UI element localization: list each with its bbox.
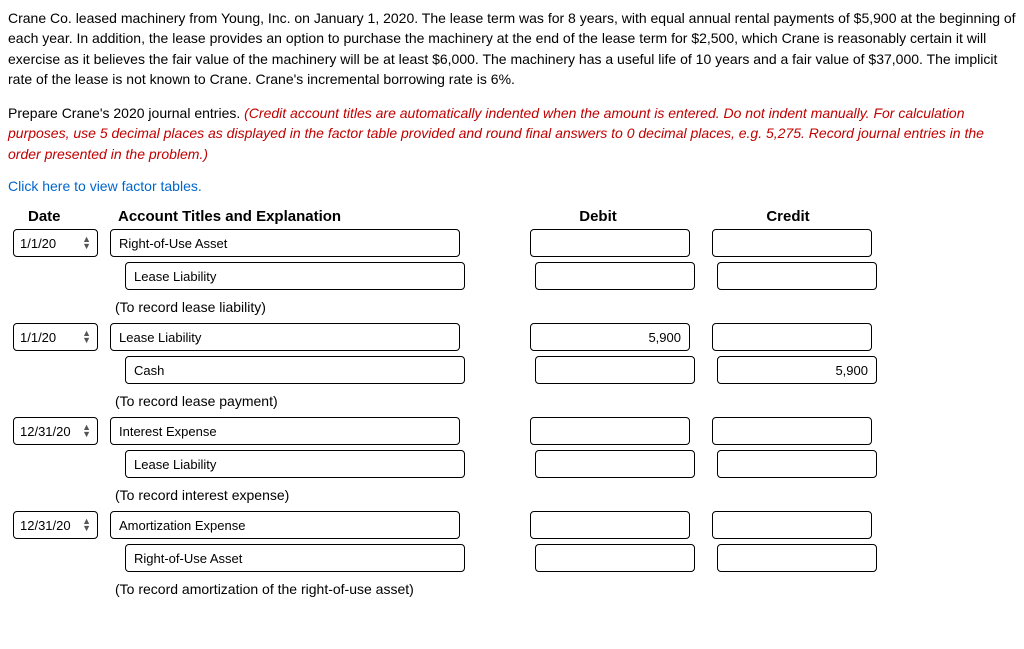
journal-line: Lease Liability <box>8 450 1016 478</box>
date-select[interactable]: 1/1/20 ▲▼ <box>13 323 98 351</box>
journal-line: 12/31/20 ▲▼ Interest Expense <box>8 417 1016 445</box>
debit-input[interactable] <box>530 417 690 445</box>
date-value: 1/1/20 <box>20 236 56 251</box>
header-date: Date <box>8 208 108 225</box>
date-value: 12/31/20 <box>20 424 71 439</box>
account-title-input[interactable]: Cash <box>125 356 465 384</box>
stepper-icon[interactable]: ▲▼ <box>82 424 91 438</box>
debit-input[interactable] <box>535 544 695 572</box>
date-select[interactable]: 12/31/20 ▲▼ <box>13 417 98 445</box>
table-header-row: Date Account Titles and Explanation Debi… <box>8 204 1016 229</box>
header-credit: Credit <box>668 208 858 225</box>
journal-line: 1/1/20 ▲▼ Lease Liability 5,900 <box>8 323 1016 351</box>
account-title-input[interactable]: Lease Liability <box>125 262 465 290</box>
credit-input[interactable] <box>717 450 877 478</box>
stepper-icon[interactable]: ▲▼ <box>82 518 91 532</box>
entry-caption: (To record interest expense) <box>115 483 1016 511</box>
date-value: 1/1/20 <box>20 330 56 345</box>
debit-input[interactable] <box>530 511 690 539</box>
credit-input[interactable] <box>717 262 877 290</box>
account-title-input[interactable]: Lease Liability <box>125 450 465 478</box>
problem-paragraph-2: Prepare Crane's 2020 journal entries. (C… <box>8 103 1016 164</box>
entry-caption: (To record lease payment) <box>115 389 1016 417</box>
credit-input[interactable] <box>712 229 872 257</box>
date-select[interactable]: 1/1/20 ▲▼ <box>13 229 98 257</box>
debit-input[interactable] <box>535 450 695 478</box>
entry-caption: (To record lease liability) <box>115 295 1016 323</box>
journal-line: 1/1/20 ▲▼ Right-of-Use Asset <box>8 229 1016 257</box>
debit-input[interactable] <box>535 262 695 290</box>
journal-line: Right-of-Use Asset <box>8 544 1016 572</box>
credit-input[interactable] <box>712 417 872 445</box>
credit-input[interactable]: 5,900 <box>717 356 877 384</box>
account-title-input[interactable]: Lease Liability <box>110 323 460 351</box>
credit-input[interactable] <box>712 511 872 539</box>
debit-input[interactable] <box>530 229 690 257</box>
journal-line: 12/31/20 ▲▼ Amortization Expense <box>8 511 1016 539</box>
entry-caption: (To record amortization of the right-of-… <box>115 577 1016 605</box>
factor-tables-link[interactable]: Click here to view factor tables. <box>8 178 1016 194</box>
header-debit: Debit <box>478 208 668 225</box>
stepper-icon[interactable]: ▲▼ <box>82 236 91 250</box>
credit-input[interactable] <box>712 323 872 351</box>
header-account: Account Titles and Explanation <box>108 208 478 225</box>
journal-line: Lease Liability <box>8 262 1016 290</box>
account-title-input[interactable]: Interest Expense <box>110 417 460 445</box>
journal-line: Cash 5,900 <box>8 356 1016 384</box>
problem-paragraph-1: Crane Co. leased machinery from Young, I… <box>8 8 1016 89</box>
instruction-lead: Prepare Crane's 2020 journal entries. <box>8 105 244 121</box>
account-title-input[interactable]: Right-of-Use Asset <box>110 229 460 257</box>
date-select[interactable]: 12/31/20 ▲▼ <box>13 511 98 539</box>
date-value: 12/31/20 <box>20 518 71 533</box>
stepper-icon[interactable]: ▲▼ <box>82 330 91 344</box>
credit-input[interactable] <box>717 544 877 572</box>
account-title-input[interactable]: Right-of-Use Asset <box>125 544 465 572</box>
debit-input[interactable] <box>535 356 695 384</box>
debit-input[interactable]: 5,900 <box>530 323 690 351</box>
account-title-input[interactable]: Amortization Expense <box>110 511 460 539</box>
